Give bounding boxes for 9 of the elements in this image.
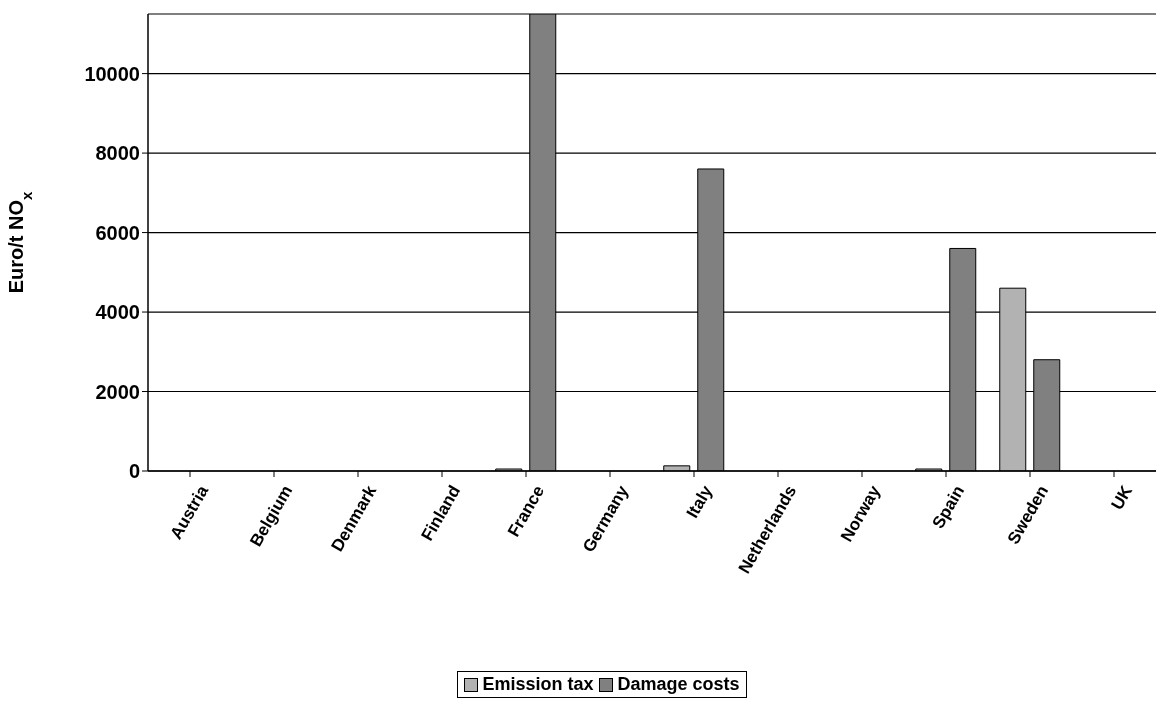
y-tick-label: 6000 — [95, 221, 140, 244]
y-tick-label: 10000 — [84, 62, 140, 85]
y-tick-label: 4000 — [95, 301, 140, 324]
y-tick-label: 2000 — [95, 380, 140, 403]
legend-label: Damage costs — [616, 674, 740, 695]
y-tick-label: 0 — [128, 460, 140, 483]
y-tick-label: 8000 — [95, 142, 140, 165]
legend-label: Emission tax — [481, 674, 594, 695]
x-tick-label: UK — [1107, 481, 1137, 514]
